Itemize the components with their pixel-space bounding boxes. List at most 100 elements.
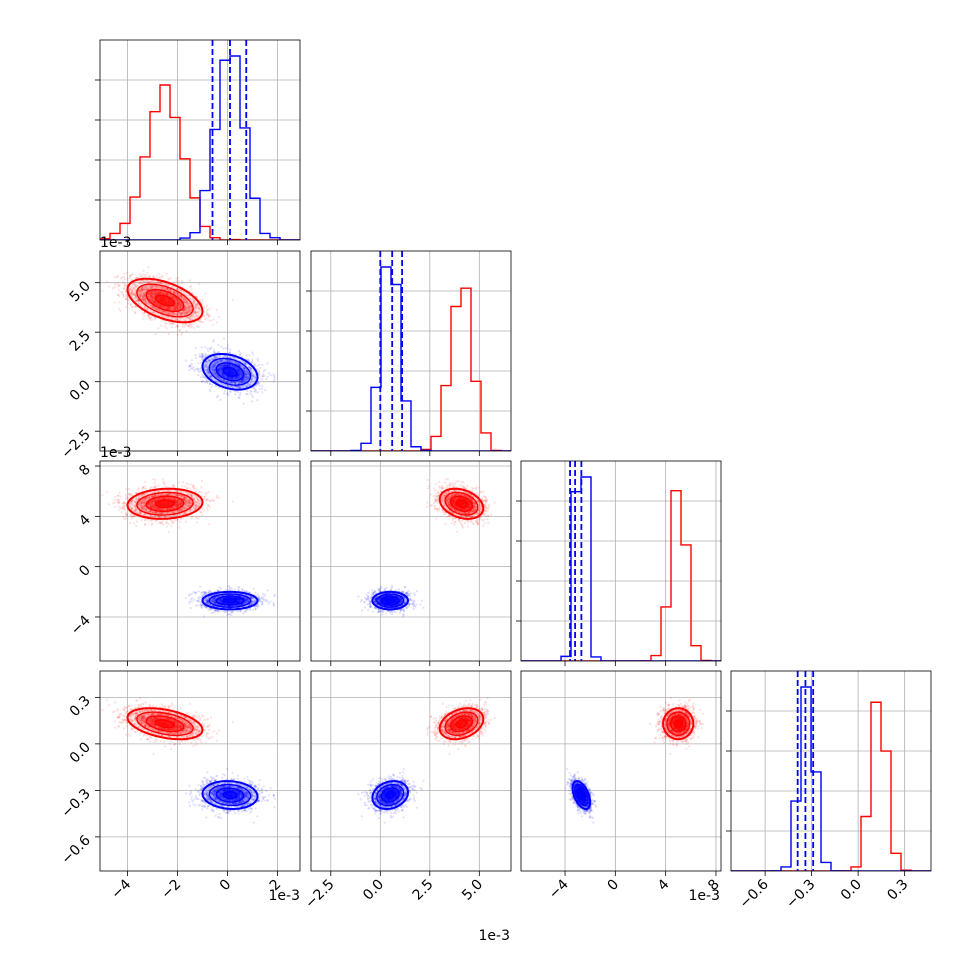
sample-point — [138, 503, 141, 506]
sample-point — [143, 280, 146, 284]
sample-point — [225, 385, 228, 388]
sample-point — [219, 359, 222, 362]
sample-point — [246, 378, 249, 381]
sample-point — [188, 305, 191, 308]
sample-point — [189, 318, 192, 321]
sample-point — [148, 497, 151, 500]
sample-point — [237, 368, 240, 371]
sample-point — [228, 364, 231, 367]
sample-point — [250, 400, 254, 403]
sample-point — [166, 307, 169, 310]
sample-point — [219, 369, 222, 372]
sample-point — [200, 380, 203, 383]
sample-point — [235, 376, 238, 379]
sample-point — [193, 299, 197, 302]
sample-point — [134, 305, 138, 308]
sample-point — [136, 298, 140, 301]
sample-point — [149, 318, 152, 321]
sample-point — [219, 369, 222, 372]
sample-point — [150, 305, 153, 308]
sample-point — [134, 294, 137, 297]
sample-point — [243, 370, 246, 373]
sample-point — [177, 509, 181, 512]
sample-point — [246, 377, 249, 381]
sample-point — [247, 384, 251, 387]
sample-point — [192, 300, 195, 303]
sample-point — [207, 373, 210, 376]
sample-point — [193, 369, 196, 372]
sample-point — [151, 306, 154, 309]
sample-point — [245, 373, 248, 377]
sample-point — [155, 292, 158, 295]
sample-point — [187, 309, 190, 312]
sample-point — [149, 486, 152, 489]
sample-point — [129, 304, 132, 307]
sample-point — [221, 374, 224, 377]
sample-point — [142, 314, 145, 317]
sample-point — [182, 490, 185, 493]
sample-point — [217, 370, 220, 373]
sample-point — [154, 307, 157, 310]
sample-point — [171, 286, 174, 289]
sample-point — [160, 287, 163, 290]
sample-point — [163, 515, 167, 519]
sample-point — [228, 364, 231, 367]
sample-point — [175, 308, 178, 311]
sample-point — [227, 376, 230, 379]
sample-point — [200, 491, 203, 494]
sample-point — [140, 297, 143, 300]
sample-point — [162, 523, 165, 526]
sample-point — [141, 317, 144, 320]
sample-point — [246, 370, 249, 373]
sample-point — [147, 280, 150, 283]
sample-point — [200, 346, 203, 349]
sample-point — [232, 377, 235, 381]
sample-point — [197, 307, 200, 310]
sample-point — [206, 312, 209, 316]
sample-point — [220, 359, 223, 362]
sample-point — [174, 510, 177, 513]
sample-point — [174, 307, 177, 310]
sample-point — [225, 380, 228, 383]
sample-point — [190, 494, 193, 497]
sample-point — [178, 303, 181, 306]
sample-point — [225, 380, 228, 384]
sample-point — [205, 360, 208, 363]
sample-point — [221, 372, 224, 375]
sample-point — [222, 378, 225, 381]
sample-point — [177, 503, 180, 506]
sample-point — [231, 298, 234, 301]
sample-point — [207, 372, 211, 375]
sample-point — [155, 292, 158, 295]
sample-point — [252, 375, 255, 378]
sample-point — [253, 390, 256, 393]
sample-point — [177, 306, 180, 310]
sample-point — [245, 354, 248, 357]
sample-point — [187, 316, 190, 319]
sample-point — [171, 296, 174, 299]
sample-point — [180, 289, 183, 292]
sample-point — [216, 367, 219, 370]
sample-point — [170, 524, 173, 528]
sample-point — [229, 360, 232, 363]
sample-point — [158, 304, 162, 307]
sample-point — [151, 293, 155, 296]
sample-point — [219, 366, 222, 369]
sample-point — [243, 376, 246, 379]
panel-background — [100, 251, 300, 451]
sample-point — [166, 511, 169, 514]
sample-point — [134, 294, 138, 298]
sample-point — [153, 300, 157, 303]
sample-point — [217, 375, 220, 378]
sample-point — [235, 367, 238, 370]
sample-point — [266, 375, 269, 378]
sample-point — [237, 372, 240, 375]
sample-point — [185, 301, 189, 304]
sample-point — [187, 324, 190, 327]
sample-point — [197, 362, 200, 365]
sample-point — [178, 504, 181, 507]
sample-point — [225, 365, 228, 368]
sample-point — [228, 380, 231, 383]
sample-point — [211, 367, 214, 370]
sample-point — [155, 302, 158, 305]
